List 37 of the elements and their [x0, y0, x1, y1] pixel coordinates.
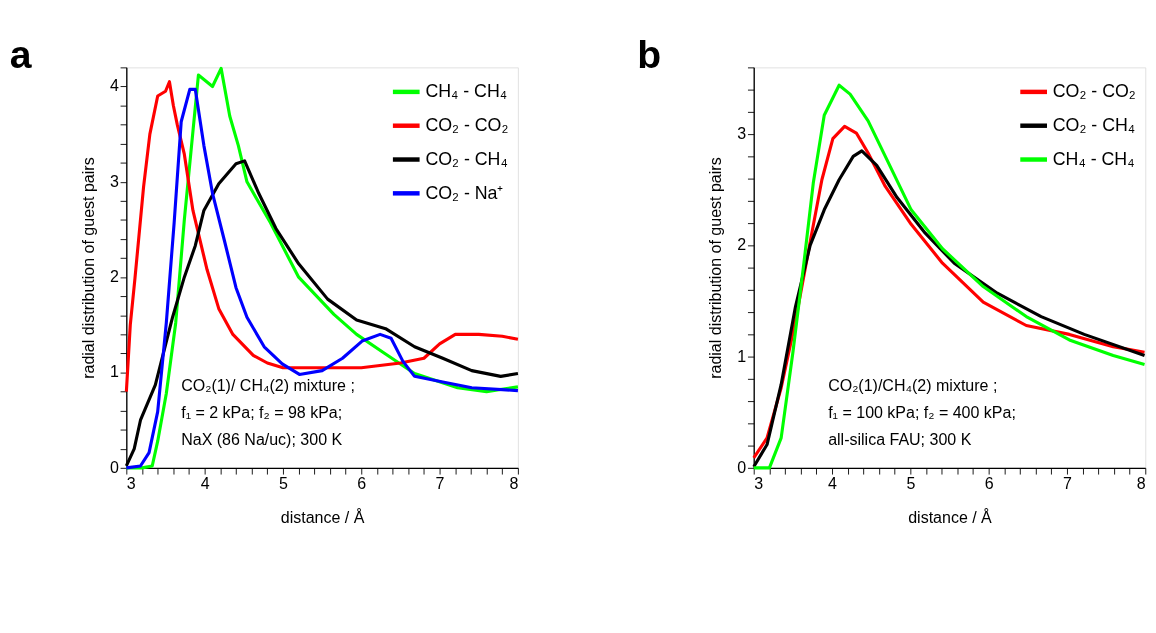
x-tick-label: 6: [357, 474, 367, 492]
y-tick-label: 2: [109, 268, 119, 286]
y-tick-label: 1: [109, 363, 119, 381]
x-axis-title: distance / Å: [908, 507, 993, 526]
legend-label: CO₂ - CH₄: [425, 148, 508, 169]
chart-title: a: [9, 32, 33, 76]
y-axis-title: radial distribution of guest pairs: [707, 157, 725, 379]
y-tick-label: 3: [737, 125, 747, 143]
y-tick-label: 3: [109, 172, 119, 190]
y-axis-title: radial distribution of guest pairs: [79, 157, 97, 379]
x-tick-label: 3: [754, 474, 764, 492]
legend-label: CO₂ - Na⁺: [425, 182, 504, 203]
y-tick-label: 0: [109, 458, 119, 476]
x-tick-label: 6: [984, 474, 994, 492]
x-tick-label: 5: [278, 474, 288, 492]
chart-title: b: [637, 32, 662, 76]
y-tick-label: 2: [737, 236, 747, 254]
y-tick-label: 4: [109, 77, 119, 95]
x-tick-label: 7: [435, 474, 445, 492]
legend-label: CH₄ - CH₄: [1052, 148, 1135, 169]
legend-label: CO₂ - CO₂: [425, 115, 509, 136]
legend-label: CO₂ - CO₂: [1052, 81, 1136, 102]
line-series: [124, 80, 520, 394]
x-tick-label: 3: [126, 474, 136, 492]
x-tick-label: 8: [1136, 474, 1146, 492]
x-tick-label: 7: [1063, 474, 1072, 492]
x-tick-label: 4: [200, 474, 210, 492]
x-tick-label: 5: [906, 474, 916, 492]
legend-label: CO₂ - CH₄: [1052, 115, 1136, 136]
annotation: CO₂(1)/CH₄(2) mixture ; f₁ = 100 kPa; f₂ = 400 kPa; all-silica FAU; 300 K: [828, 377, 1016, 448]
x-tick-label: 4: [828, 474, 838, 492]
x-axis-title: distance / Å: [280, 507, 365, 526]
legend-label: CH₄ - CH₄: [425, 81, 508, 102]
y-tick-label: 1: [737, 347, 747, 365]
x-tick-label: 8: [509, 474, 519, 492]
annotation: CO₂(1)/ CH₄(2) mixture ; f₁ = 2 kPa; f₂ = 98 kPa; NaX (86 Na/uc); 300 K: [181, 377, 355, 448]
y-tick-label: 0: [737, 458, 747, 476]
